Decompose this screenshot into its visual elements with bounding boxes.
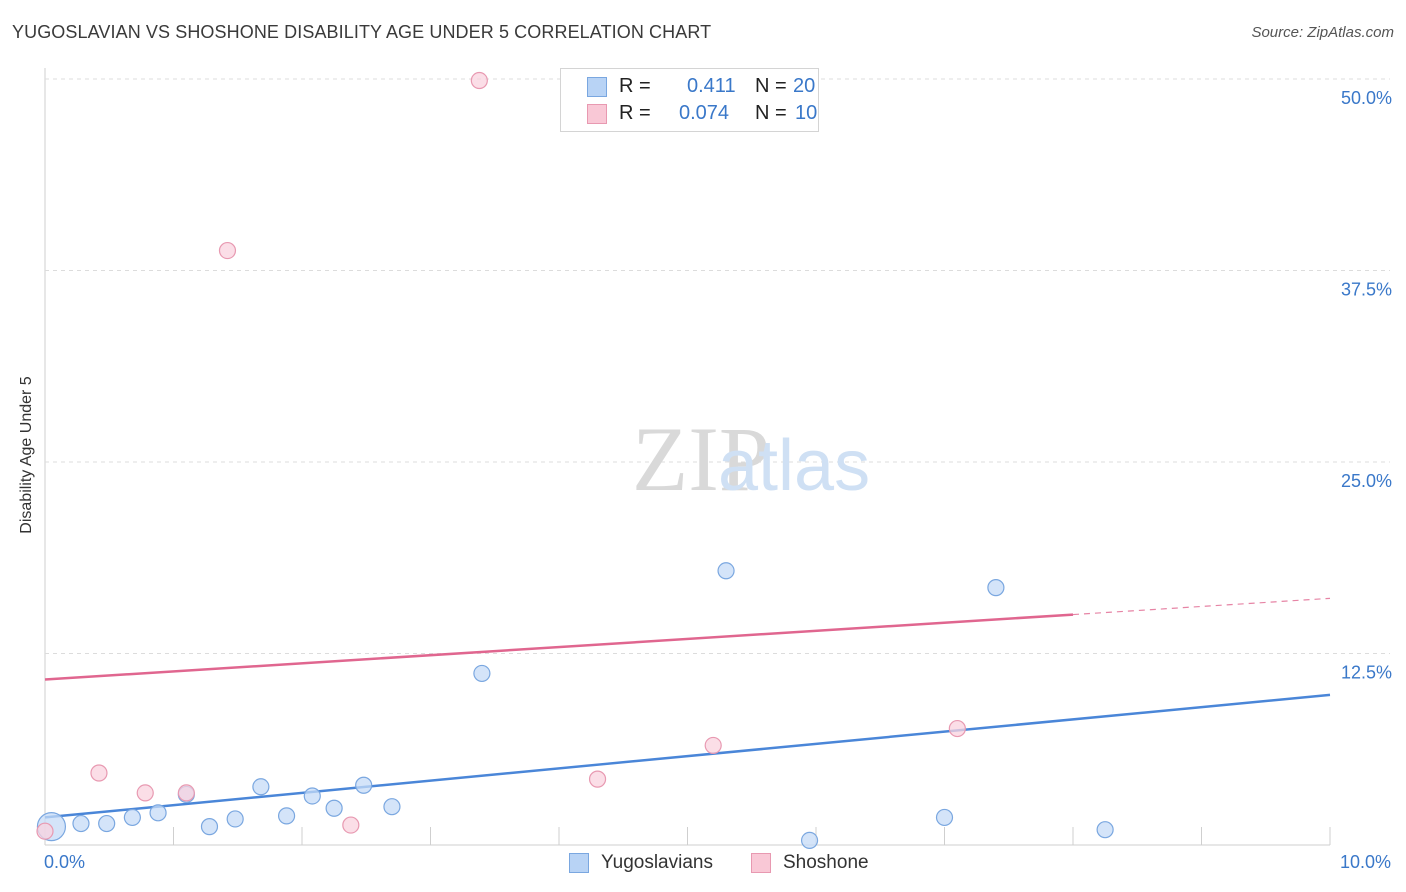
legend-n-value: 20: [793, 75, 816, 97]
data-point: [252, 778, 270, 796]
data-point: [987, 579, 1005, 597]
data-point: [800, 831, 819, 850]
legend-r-label: R =: [619, 102, 651, 124]
legend-swatch-pink: [587, 104, 607, 124]
x-tick-min: 0.0%: [44, 852, 86, 872]
data-point: [303, 787, 321, 805]
watermark-zip: ZIP: [632, 408, 770, 510]
legend-swatch-blue: [587, 77, 607, 97]
data-point: [90, 764, 108, 782]
data-point: [383, 798, 401, 816]
y-tick-label: 12.5%: [1341, 663, 1392, 683]
data-point: [218, 241, 237, 260]
trend-lines: [44, 597, 1331, 819]
y-tick-label: 37.5%: [1341, 280, 1392, 300]
data-point: [342, 816, 360, 834]
data-point: [149, 804, 167, 822]
correlation-legend: R = 0.411 N = 20 R = 0.074 N = 10: [560, 68, 819, 132]
data-point: [226, 810, 244, 828]
bottom-legend-swatch-blue: [569, 853, 589, 873]
data-point: [123, 808, 141, 827]
x-tick-max: 10.0%: [1340, 852, 1392, 872]
data-points: [36, 71, 1114, 850]
legend-n-label: N =: [755, 102, 787, 124]
y-axis-tick-labels: 12.5% 25.0% 37.5% 50.0%: [1341, 88, 1392, 683]
data-point: [98, 814, 116, 833]
legend-n-value: 10: [795, 102, 818, 124]
data-point: [1096, 821, 1114, 839]
legend-r-value: 0.411: [687, 75, 736, 97]
trend-line-extension: [1072, 597, 1331, 616]
data-point: [72, 814, 90, 833]
data-point: [588, 770, 607, 788]
data-point: [704, 736, 722, 755]
trend-line: [44, 613, 1074, 681]
legend-r-label: R =: [619, 75, 651, 97]
y-tick-label: 25.0%: [1341, 471, 1392, 491]
data-point: [277, 807, 296, 825]
x-axis-ticks: [173, 827, 1331, 845]
data-point: [325, 799, 343, 817]
data-point: [717, 562, 735, 580]
data-point: [136, 784, 154, 802]
data-point: [473, 664, 491, 683]
data-point: [200, 818, 219, 836]
data-point: [36, 822, 54, 840]
data-point: [355, 776, 373, 794]
chart-title: YUGOSLAVIAN VS SHOSHONE DISABILITY AGE U…: [12, 22, 712, 42]
y-tick-label: 50.0%: [1341, 88, 1392, 108]
bottom-legend-label: Yugoslavians: [601, 852, 713, 873]
data-point: [470, 71, 488, 90]
trend-line: [44, 693, 1331, 819]
source-label: Source: ZipAtlas.com: [1251, 24, 1394, 41]
legend-r-value: 0.074: [679, 102, 730, 124]
legend-n-label: N =: [755, 75, 787, 97]
bottom-legend-swatch-pink: [751, 853, 771, 873]
data-point: [935, 808, 954, 827]
watermark-atlas: atlas: [718, 426, 870, 506]
bottom-legend-label: Shoshone: [783, 852, 869, 873]
data-point: [948, 719, 966, 738]
data-point: [177, 784, 195, 802]
